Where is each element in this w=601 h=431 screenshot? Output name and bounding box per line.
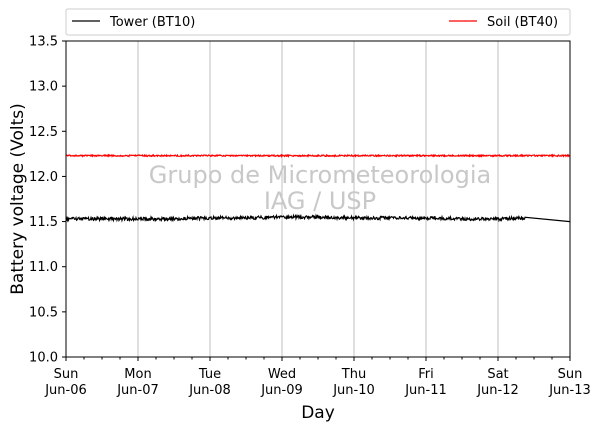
- y-tick-label: 13.5: [29, 35, 58, 50]
- x-tick-label-weekday: Tue: [198, 367, 221, 382]
- x-tick-label-weekday: Sun: [54, 367, 79, 382]
- x-tick-label-date: Jun-06: [44, 383, 87, 398]
- y-tick-label: 10.5: [29, 305, 58, 320]
- legend-label-soil: Soil (BT40): [487, 15, 558, 30]
- y-axis-ticks: 10.0 10.5 11.0 11.5 12.0 12.5 13.0 13.5: [29, 35, 66, 366]
- legend-label-tower: Tower (BT10): [109, 15, 195, 30]
- x-axis-label: Day: [301, 403, 335, 423]
- y-tick-label: 12.5: [29, 125, 58, 140]
- x-tick-label-date: Jun-09: [260, 383, 303, 398]
- x-tick-label-date: Jun-13: [548, 383, 591, 398]
- y-tick-label: 11.5: [29, 215, 58, 230]
- series-lines: [65, 153, 571, 223]
- y-tick-label: 11.0: [29, 260, 58, 275]
- x-tick-label-weekday: Sat: [487, 367, 508, 382]
- grid-lines: [137, 41, 499, 357]
- x-tick-label-weekday: Mon: [124, 367, 151, 382]
- x-tick-label-weekday: Fri: [418, 367, 434, 382]
- x-tick-label-weekday: Thu: [341, 367, 366, 382]
- x-tick-label-weekday: Wed: [268, 367, 296, 382]
- series-line-tower: [65, 213, 571, 223]
- y-tick-label: 10.0: [29, 351, 58, 366]
- x-axis-ticks: SunJun-06MonJun-07TueJun-08WedJun-09ThuJ…: [44, 357, 591, 398]
- watermark-text: Grupo de Micrometeorologia: [149, 161, 491, 189]
- x-tick-label-date: Jun-07: [116, 383, 159, 398]
- series-line-soil: [65, 153, 571, 158]
- x-tick-label-date: Jun-12: [476, 383, 519, 398]
- y-tick-label: 13.0: [29, 80, 58, 95]
- x-tick-label-date: Jun-11: [404, 383, 447, 398]
- y-axis-label: Battery voltage (Volts): [8, 103, 28, 294]
- x-tick-label-date: Jun-10: [332, 383, 375, 398]
- legend: Tower (BT10) Soil (BT40): [65, 8, 571, 36]
- x-tick-label-date: Jun-08: [188, 383, 231, 398]
- y-tick-label: 12.0: [29, 170, 58, 185]
- x-tick-label-weekday: Sun: [558, 367, 583, 382]
- watermark-text: IAG / USP: [264, 187, 376, 215]
- legend-box: [65, 8, 571, 36]
